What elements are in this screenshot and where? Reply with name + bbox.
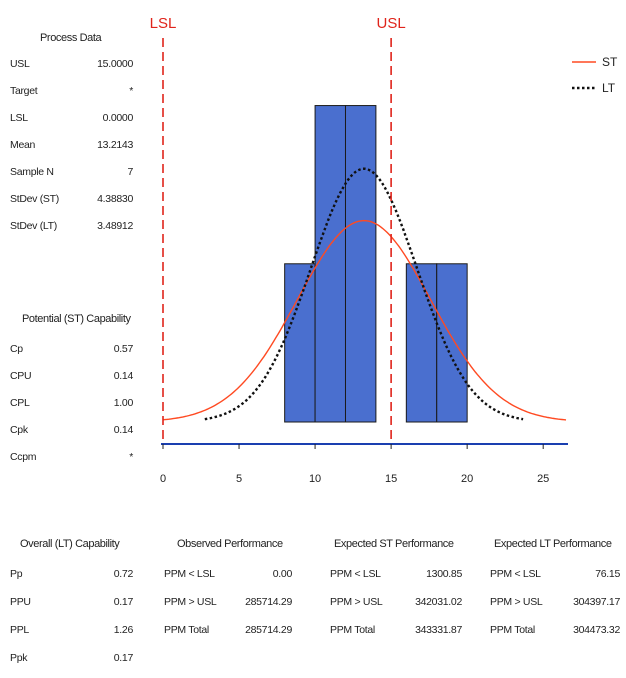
potential-capability-row-value: 1.00 xyxy=(113,397,134,409)
x-tick-label: 25 xyxy=(537,473,549,485)
potential-capability-row-label: CPL xyxy=(10,397,30,409)
observed-performance-row-value: 285714.29 xyxy=(245,596,292,608)
expected-st-row-label: PPM Total xyxy=(330,624,375,636)
expected-st-row-value: 342031.02 xyxy=(415,596,462,608)
overall-capability-row-label: PPU xyxy=(10,596,31,608)
expected-st-row-label: PPM < LSL xyxy=(330,568,381,580)
expected-lt-row-value: 76.15 xyxy=(595,568,620,580)
observed-performance-row-label: PPM > USL xyxy=(164,596,217,608)
overall-capability-row-label: Pp xyxy=(10,568,23,580)
process-data-row-label: Mean xyxy=(10,139,36,151)
usl-label: USL xyxy=(377,15,406,32)
x-tick-label: 15 xyxy=(385,473,397,485)
process-data-row-value: * xyxy=(129,85,133,97)
process-data-row-value: 13.2143 xyxy=(97,139,133,151)
expected-st-row-label: PPM > USL xyxy=(330,596,383,608)
capability-histogram: LSL USL 0 5 10 15 20 25 ST LT xyxy=(150,15,618,485)
overall-capability-row-value: 0.72 xyxy=(113,568,134,580)
overall-capability-row-label: PPL xyxy=(10,624,29,636)
process-data-row-value: 7 xyxy=(127,166,133,178)
observed-performance-title: Observed Performance xyxy=(177,538,283,550)
potential-capability-row-label: Ccpm xyxy=(10,451,37,463)
histogram-bar xyxy=(436,263,468,423)
expected-lt-row-value: 304397.17 xyxy=(573,596,620,608)
process-data-row-label: Sample N xyxy=(10,166,54,178)
process-data-row-value: 0.0000 xyxy=(102,112,134,124)
overall-capability-row-value: 0.17 xyxy=(113,652,134,664)
potential-capability-row-label: Cpk xyxy=(10,424,28,436)
observed-performance-row-value: 285714.29 xyxy=(245,624,292,636)
process-data-row-label: LSL xyxy=(10,112,28,124)
expected-lt-row-label: PPM < LSL xyxy=(490,568,541,580)
overall-capability-row-value: 0.17 xyxy=(113,596,134,608)
expected-st-row-value: 1300.85 xyxy=(426,568,462,580)
observed-performance-row-value: 0.00 xyxy=(272,568,293,580)
process-data-title: Process Data xyxy=(40,32,102,44)
expected-st-row-value: 343331.87 xyxy=(415,624,462,636)
potential-capability-row-value: * xyxy=(129,451,133,463)
overall-capability-row-label: Ppk xyxy=(10,652,28,664)
histogram-bar xyxy=(314,105,346,423)
process-data-row-label: USL xyxy=(10,58,30,70)
legend-label-st: ST xyxy=(602,55,618,69)
overall-capability-row-value: 1.26 xyxy=(113,624,134,636)
potential-capability-row-label: CPU xyxy=(10,370,32,382)
process-data-row-value: 4.38830 xyxy=(97,193,133,205)
expected-lt-row-value: 304473.32 xyxy=(573,624,620,636)
expected-st-performance-title: Expected ST Performance xyxy=(334,538,454,550)
process-data-row-value: 15.0000 xyxy=(97,58,133,70)
potential-capability-row-value: 0.14 xyxy=(113,370,134,382)
potential-capability-row-value: 0.14 xyxy=(113,424,134,436)
expected-lt-row-label: PPM Total xyxy=(490,624,535,636)
legend-label-lt: LT xyxy=(602,81,616,95)
x-tick-label: 0 xyxy=(160,473,166,485)
process-data-row-value: 3.48912 xyxy=(97,220,133,232)
expected-lt-performance-title: Expected LT Performance xyxy=(494,538,612,550)
overall-capability-title: Overall (LT) Capability xyxy=(20,538,120,550)
expected-lt-row-label: PPM > USL xyxy=(490,596,543,608)
process-data-row-label: StDev (LT) xyxy=(10,220,57,232)
histogram-bar xyxy=(284,263,316,423)
histogram-bar xyxy=(405,263,438,423)
x-tick-label: 5 xyxy=(236,473,242,485)
observed-performance-row-label: PPM Total xyxy=(164,624,209,636)
lt-curve xyxy=(204,167,524,421)
st-curve xyxy=(162,219,567,421)
histogram-bar xyxy=(344,105,377,423)
potential-capability-title: Potential (ST) Capability xyxy=(22,313,131,325)
process-data-row-label: Target xyxy=(10,85,38,97)
potential-capability-row-value: 0.57 xyxy=(113,343,134,355)
observed-performance-row-label: PPM < LSL xyxy=(164,568,215,580)
lsl-label: LSL xyxy=(150,15,177,32)
x-tick-label: 20 xyxy=(461,473,473,485)
process-data-row-label: StDev (ST) xyxy=(10,193,59,205)
potential-capability-row-label: Cp xyxy=(10,343,23,355)
x-tick-label: 10 xyxy=(309,473,321,485)
